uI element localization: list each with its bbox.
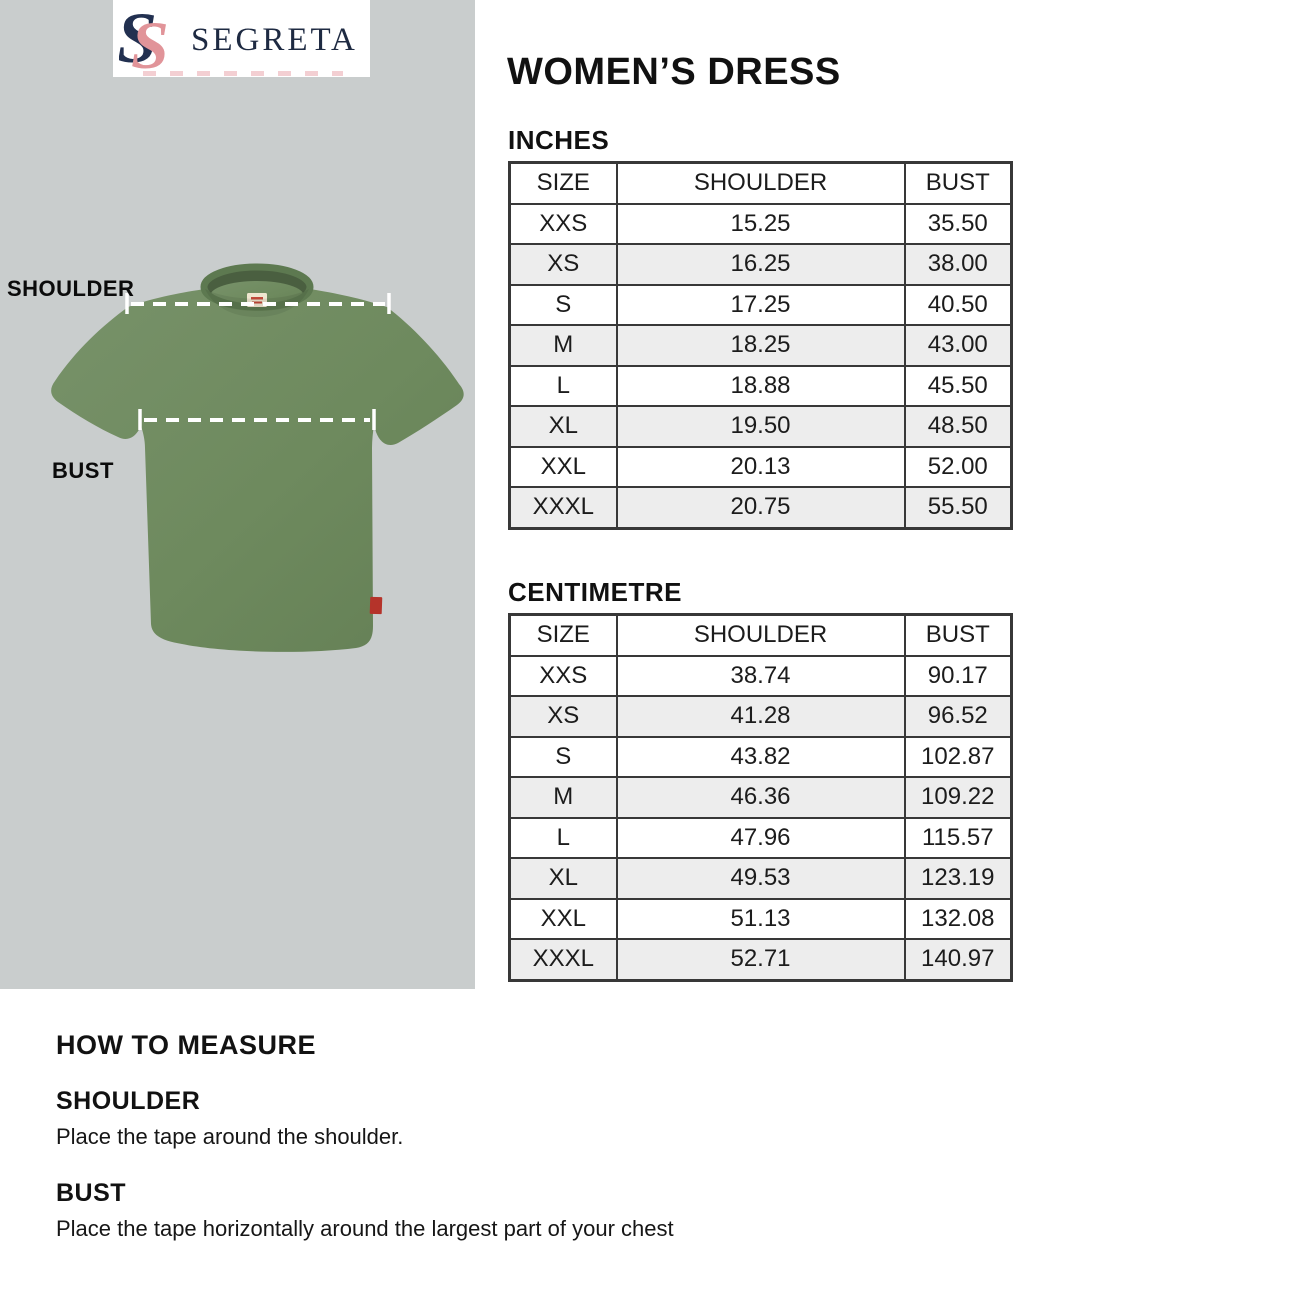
- size-cell: XS: [508, 695, 618, 738]
- size-cell: 41.28: [615, 695, 906, 738]
- svg-text:S: S: [131, 7, 169, 76]
- column-header-bust: BUST: [903, 161, 1013, 205]
- size-cell: L: [508, 364, 618, 407]
- column-header-shoulder: SHOULDER: [615, 613, 906, 657]
- size-row-s: S 43.82 102.87: [508, 735, 1013, 778]
- collar-shadow: [205, 289, 309, 317]
- size-row-l: L 47.96 115.57: [508, 816, 1013, 859]
- size-cell: 35.50: [903, 202, 1013, 245]
- size-cell: 52.00: [903, 445, 1013, 488]
- bust-measure-line: [138, 409, 376, 430]
- size-cell: L: [508, 816, 618, 859]
- size-cell: M: [508, 776, 618, 819]
- size-cell: 140.97: [903, 938, 1013, 981]
- size-cell: XXL: [508, 445, 618, 488]
- product-photo-panel: S S SEGRETA SHOULDER BUST: [0, 0, 475, 989]
- column-header-shoulder: SHOULDER: [615, 161, 906, 205]
- brand-name: SEGRETA: [191, 22, 358, 58]
- size-row-xxl: XXL 20.13 52.00: [508, 445, 1013, 488]
- size-cell: 47.96: [615, 816, 906, 859]
- size-row-xs: XS 41.28 96.52: [508, 695, 1013, 738]
- shoulder-measure-line: [125, 293, 391, 314]
- column-header-bust: BUST: [903, 613, 1013, 657]
- size-row-l: L 18.88 45.50: [508, 364, 1013, 407]
- size-cell: XL: [508, 857, 618, 900]
- size-row-xl: XL 49.53 123.19: [508, 857, 1013, 900]
- howto-shoulder-text: Place the tape around the shoulder.: [56, 1124, 404, 1149]
- how-to-measure-title: HOW TO MEASURE: [56, 1030, 317, 1060]
- size-cell: 19.50: [615, 405, 906, 448]
- size-cell: XXS: [508, 202, 618, 245]
- size-cell: XXS: [508, 654, 618, 697]
- size-cell: S: [508, 735, 618, 778]
- size-cell: 52.71: [615, 938, 906, 981]
- size-cell: XXXL: [508, 938, 618, 981]
- size-cell: 46.36: [615, 776, 906, 819]
- size-cell: 43.82: [615, 735, 906, 778]
- size-cell: 38.74: [615, 654, 906, 697]
- page-title: WOMEN’S DRESS: [507, 51, 841, 93]
- size-cell: 115.57: [903, 816, 1013, 859]
- size-cell: 90.17: [903, 654, 1013, 697]
- size-cell: 16.25: [615, 243, 906, 286]
- size-row-xxs: XXS 15.25 35.50: [508, 202, 1013, 245]
- size-cell: 18.88: [615, 364, 906, 407]
- shoulder-measure-label: SHOULDER: [7, 276, 135, 301]
- table-header-row: SIZE SHOULDER BUST: [508, 613, 1013, 657]
- size-cell: 17.25: [615, 283, 906, 326]
- size-row-xs: XS 16.25 38.00: [508, 243, 1013, 286]
- howto-bust-text: Place the tape horizontally around the l…: [56, 1216, 674, 1241]
- size-row-m: M 18.25 43.00: [508, 324, 1013, 367]
- table-header-row: SIZE SHOULDER BUST: [508, 161, 1013, 205]
- size-cell: 48.50: [903, 405, 1013, 448]
- size-cell: XL: [508, 405, 618, 448]
- size-cell: 38.00: [903, 243, 1013, 286]
- size-cell: 96.52: [903, 695, 1013, 738]
- size-row-xxs: XXS 38.74 90.17: [508, 654, 1013, 697]
- size-row-xxxl: XXXL 52.71 140.97: [508, 938, 1013, 981]
- size-table-cm: SIZE SHOULDER BUST XXS 38.74 90.17 XS 41.28 96.…: [508, 613, 1013, 982]
- size-cell: 49.53: [615, 857, 906, 900]
- howto-bust-heading: BUST: [56, 1179, 127, 1207]
- centimetre-label: CENTIMETRE: [508, 577, 682, 607]
- size-cell: 40.50: [903, 283, 1013, 326]
- size-cell: 123.19: [903, 857, 1013, 900]
- size-cell: 15.25: [615, 202, 906, 245]
- size-cell: 109.22: [903, 776, 1013, 819]
- size-cell: 51.13: [615, 897, 906, 940]
- size-row-xxxl: XXXL 20.75 55.50: [508, 486, 1013, 529]
- size-cell: 132.08: [903, 897, 1013, 940]
- svg-text:S: S: [119, 2, 157, 76]
- size-row-m: M 46.36 109.22: [508, 776, 1013, 819]
- logo-tagline-remnant: [143, 71, 343, 76]
- size-cell: XXL: [508, 897, 618, 940]
- size-cell: XS: [508, 243, 618, 286]
- size-cell: 20.13: [615, 445, 906, 488]
- brand-logo: S S SEGRETA: [113, 0, 370, 77]
- column-header-size: SIZE: [508, 161, 618, 205]
- size-cell: 43.00: [903, 324, 1013, 367]
- size-row-xl: XL 19.50 48.50: [508, 405, 1013, 448]
- howto-shoulder-heading: SHOULDER: [56, 1087, 201, 1115]
- column-header-size: SIZE: [508, 613, 618, 657]
- size-cell: 20.75: [615, 486, 906, 529]
- hem-tag: [369, 596, 383, 615]
- bust-measure-label: BUST: [52, 458, 114, 483]
- size-table-inches: SIZE SHOULDER BUST XXS 15.25 35.50 XS 16.25 38.…: [508, 161, 1013, 530]
- size-cell: XXXL: [508, 486, 618, 529]
- size-cell: S: [508, 283, 618, 326]
- size-cell: M: [508, 324, 618, 367]
- tshirt-body: [51, 266, 464, 652]
- size-cell: 55.50: [903, 486, 1013, 529]
- size-cell: 45.50: [903, 364, 1013, 407]
- brand-logo-mark-icon: S S: [119, 2, 169, 76]
- size-cell: 102.87: [903, 735, 1013, 778]
- size-row-s: S 17.25 40.50: [508, 283, 1013, 326]
- size-row-xxl: XXL 51.13 132.08: [508, 897, 1013, 940]
- size-cell: 18.25: [615, 324, 906, 367]
- tshirt-diagram: [51, 263, 464, 652]
- inches-label: INCHES: [508, 125, 610, 155]
